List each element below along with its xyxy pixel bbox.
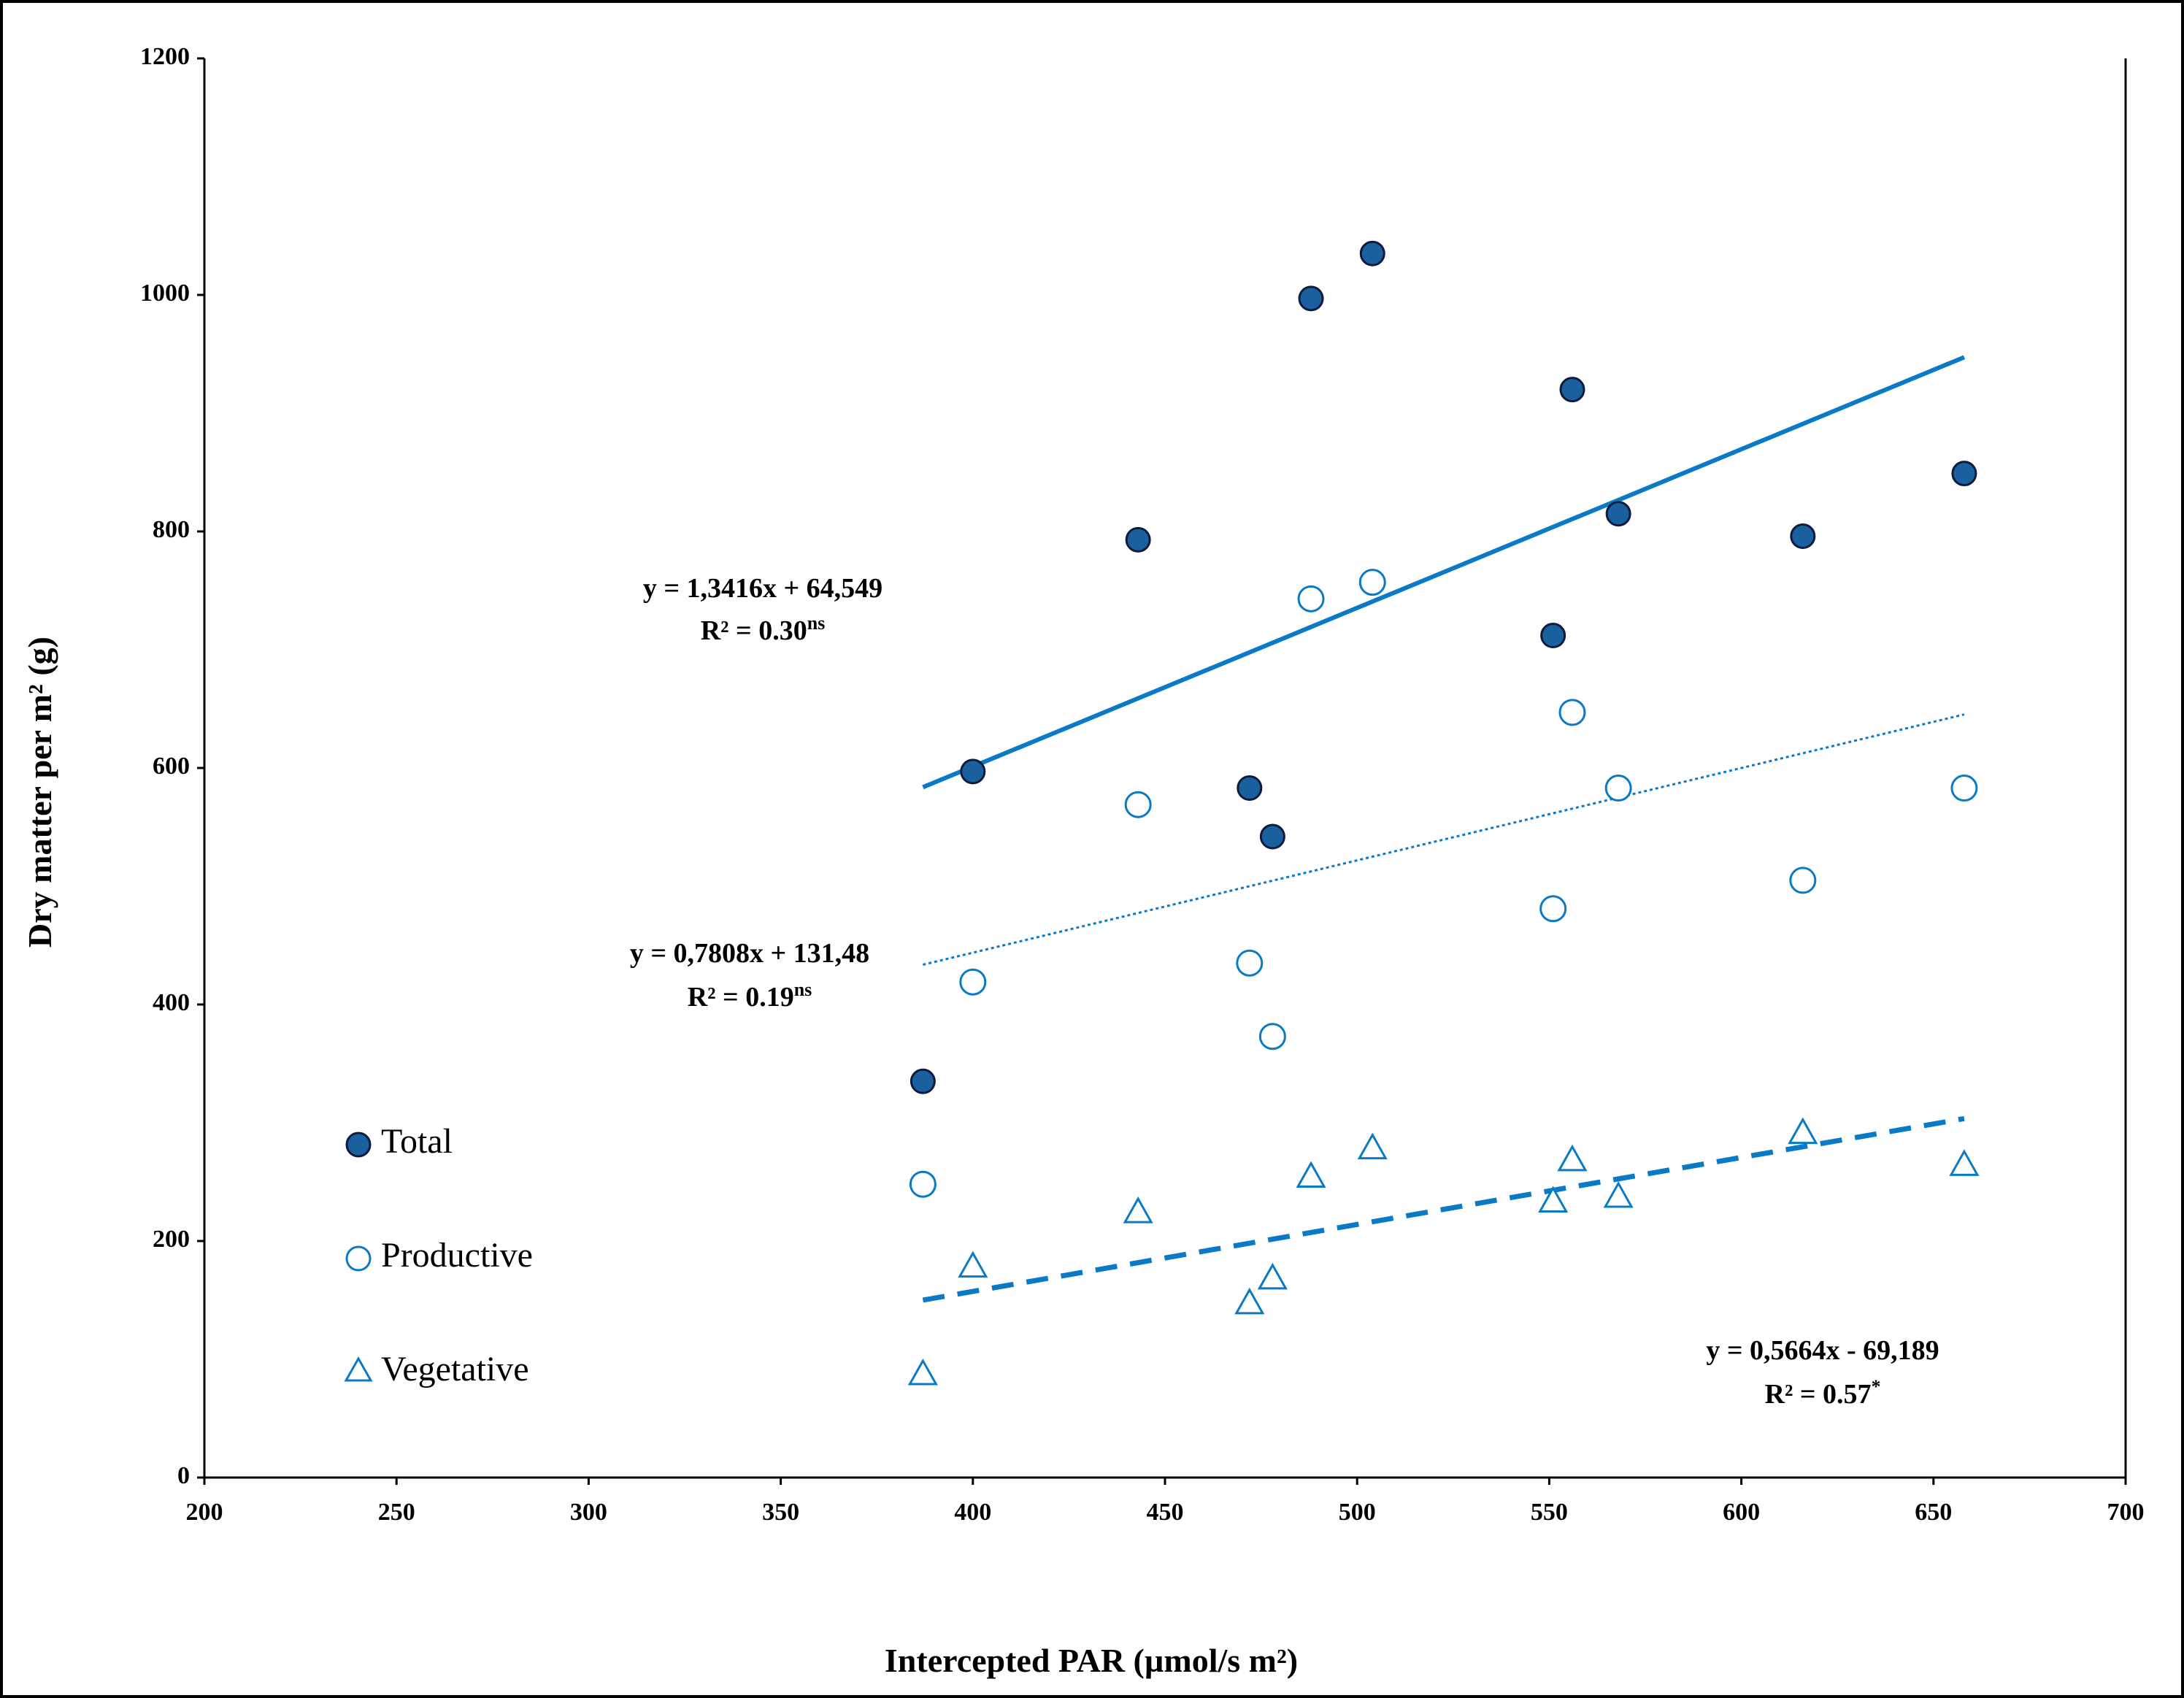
x-tick-label: 200 <box>186 1499 223 1526</box>
x-tick-label: 450 <box>1147 1499 1184 1526</box>
y-tick-label: 600 <box>153 753 190 780</box>
legend-marker-vegetative <box>344 1356 373 1382</box>
point-productive <box>1604 775 1632 802</box>
legend-item-productive: Productive <box>345 1236 533 1275</box>
legend-marker-total <box>345 1132 372 1158</box>
point-productive <box>1558 699 1586 726</box>
axis-ticks: 0 200 400 600 800 1000 1200 200 250 300 350 400 450 5… <box>140 43 2145 1526</box>
point-vegetative <box>907 1359 938 1386</box>
x-tick-label: 400 <box>954 1499 991 1526</box>
data-points <box>907 240 1980 1386</box>
point-total <box>1237 775 1263 802</box>
point-vegetative <box>1949 1149 1980 1176</box>
total-r2: R² = 0.30ns <box>701 612 826 646</box>
point-vegetative <box>1257 1262 1288 1290</box>
legend-item-total: Total <box>345 1122 453 1161</box>
legend-label-vegetative: Vegetative <box>381 1350 529 1388</box>
point-productive <box>1950 775 1978 802</box>
point-productive <box>909 1170 937 1198</box>
x-tick-label: 650 <box>1915 1499 1952 1526</box>
point-productive <box>1539 895 1567 923</box>
point-vegetative <box>1603 1181 1634 1208</box>
point-vegetative <box>1788 1117 1818 1145</box>
x-tick-label: 300 <box>570 1499 607 1526</box>
point-vegetative <box>1357 1132 1388 1160</box>
point-total <box>1790 523 1816 549</box>
point-productive <box>1297 585 1325 612</box>
point-productive <box>1124 791 1152 818</box>
point-total <box>1359 240 1385 266</box>
vegetative-equation: y = 0,5664x - 69,189 <box>1706 1335 1939 1366</box>
point-total <box>1540 623 1566 649</box>
trend-lines <box>922 355 1966 1303</box>
legend-label-productive: Productive <box>381 1236 533 1275</box>
point-total <box>1559 377 1585 403</box>
trendline-productive <box>923 713 1965 966</box>
productive-r2: R² = 0.19ns <box>688 979 812 1013</box>
trendline-total <box>922 355 1966 790</box>
point-productive <box>959 968 987 996</box>
point-total <box>910 1068 936 1094</box>
x-tick-label: 350 <box>762 1499 799 1526</box>
x-tick-label: 700 <box>2107 1499 2145 1526</box>
point-total <box>960 758 986 785</box>
point-productive <box>1358 569 1386 596</box>
vegetative-r2: R² = 0.57* <box>1765 1376 1881 1410</box>
y-tick-label: 1200 <box>140 43 190 70</box>
y-tick-label: 1000 <box>140 280 190 307</box>
point-total <box>1125 526 1151 553</box>
point-productive <box>1258 1023 1286 1050</box>
point-productive <box>1236 949 1264 977</box>
x-axis-title: Intercepted PAR (µmol/s m²) <box>885 1642 1298 1679</box>
total-equation: y = 1,3416x + 64,549 <box>643 573 883 604</box>
y-tick-label: 200 <box>153 1226 190 1253</box>
point-total <box>1951 461 1977 487</box>
point-vegetative <box>1234 1287 1265 1315</box>
y-tick-label: 800 <box>153 516 190 543</box>
y-tick-label: 0 <box>177 1462 190 1489</box>
y-tick-label: 400 <box>153 989 190 1016</box>
x-tick-label: 550 <box>1531 1499 1568 1526</box>
point-vegetative <box>958 1251 988 1278</box>
productive-equation: y = 0,7808x + 131,48 <box>630 938 869 969</box>
point-vegetative <box>1296 1161 1326 1188</box>
point-vegetative <box>1123 1196 1153 1223</box>
trendline-vegetative <box>922 1115 1965 1303</box>
point-vegetative <box>1557 1144 1588 1172</box>
point-total <box>1298 285 1324 312</box>
point-total <box>1605 501 1631 527</box>
legend-item-vegetative: Vegetative <box>344 1350 529 1388</box>
point-productive <box>1789 867 1817 894</box>
legend-label-total: Total <box>381 1122 453 1161</box>
x-tick-label: 600 <box>1723 1499 1760 1526</box>
point-total <box>1259 823 1285 850</box>
x-tick-label: 250 <box>378 1499 415 1526</box>
legend: Total Productive Vegetative <box>344 1122 533 1388</box>
y-axis-title: Dry matter per m² (g) <box>21 637 58 948</box>
legend-marker-productive <box>345 1245 372 1272</box>
point-vegetative <box>1538 1186 1569 1213</box>
x-tick-label: 500 <box>1339 1499 1376 1526</box>
